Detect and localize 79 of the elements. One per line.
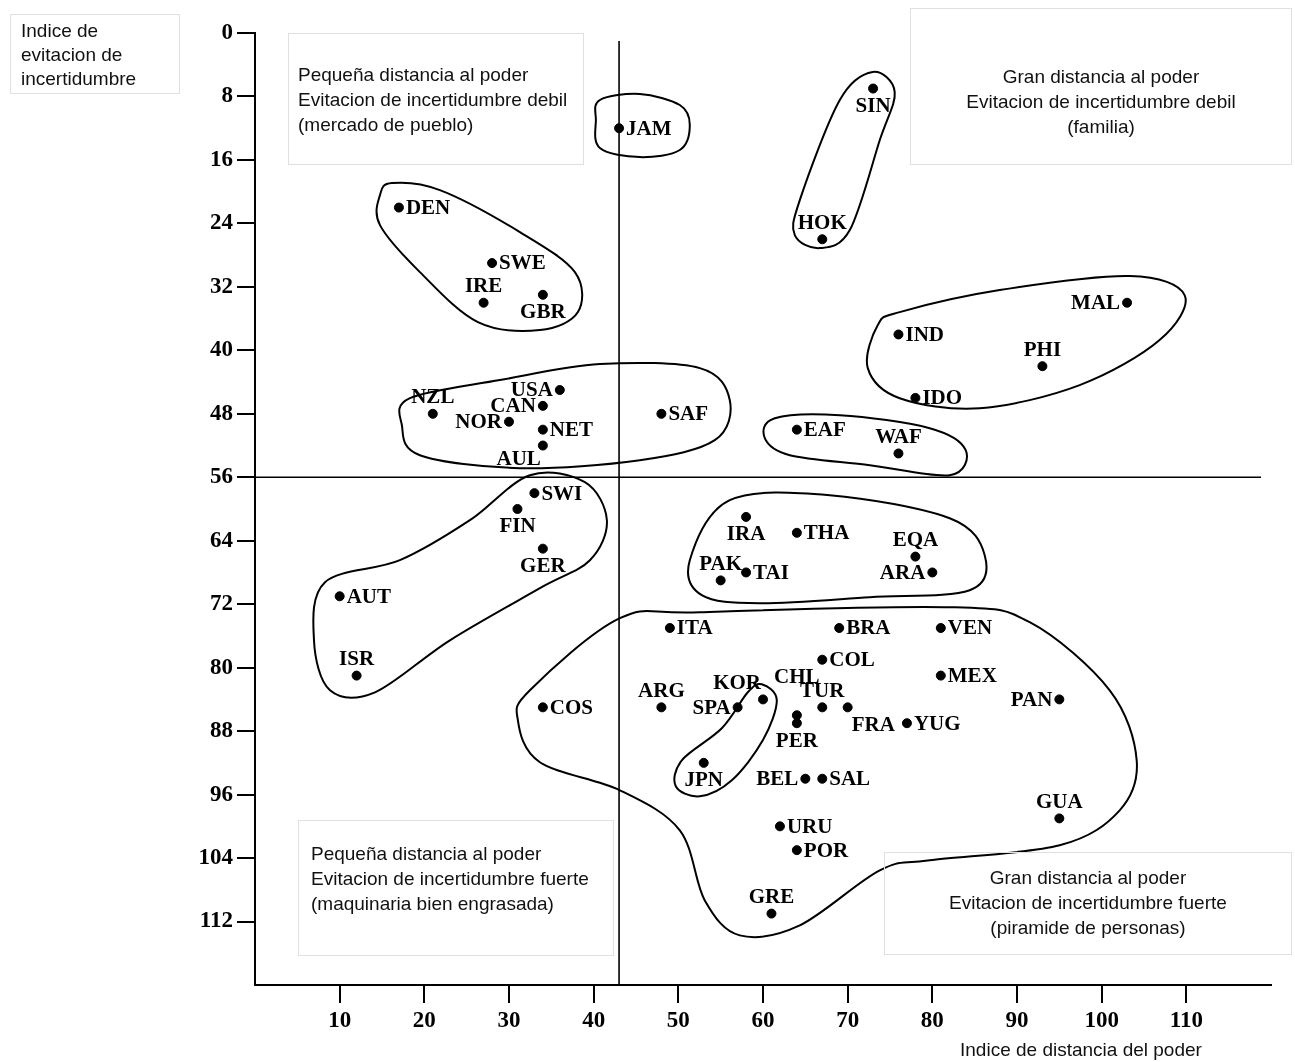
- annotation: IRA: [726, 521, 767, 546]
- annotation: FIN: [499, 513, 536, 538]
- annotation: SAL: [829, 766, 871, 791]
- annotation: GRE: [748, 884, 795, 909]
- x-tick-label: 60: [751, 1006, 775, 1032]
- annotation: GUA: [1036, 788, 1084, 813]
- annotation: ARG: [638, 677, 685, 702]
- y-tick-label: 72: [210, 590, 233, 616]
- annotation: Pequeña distancia al poder Evitacion de incertidumbre debil (mercado de pueblo): [288, 33, 584, 165]
- annotation: SWE: [499, 250, 546, 275]
- annotation: IND: [905, 321, 944, 346]
- annotation: MAL: [1071, 290, 1121, 315]
- annotation: ARA: [879, 559, 927, 584]
- y-tick-label: 8: [221, 82, 233, 108]
- y-tick-label: 0: [221, 18, 233, 44]
- annotation: JAM: [626, 115, 672, 140]
- annotation: EAF: [803, 417, 846, 442]
- y-tick-label: 104: [198, 844, 234, 869]
- annotation: Gran distancia al poder Evitacion de incertidumbre fuerte (piramide de personas): [884, 852, 1292, 955]
- annotation: PAK: [699, 550, 743, 575]
- annotation: COL: [829, 647, 875, 672]
- annotation: SWI: [541, 480, 583, 505]
- y-tick-label: 88: [210, 717, 233, 743]
- annotation: KOR: [713, 669, 762, 694]
- y-tick-label: 40: [210, 336, 233, 362]
- annotation: Pequeña distancia al poder Evitacion de incertidumbre fuerte (maquinaria bien engrasada): [298, 820, 614, 956]
- annotation: PHI: [1023, 336, 1062, 361]
- annotation: SIN: [855, 92, 891, 117]
- annotation: FRA: [851, 711, 896, 736]
- annotation: GER: [520, 553, 567, 578]
- annotation: POR: [803, 837, 850, 862]
- x-tick-label: 40: [582, 1006, 606, 1032]
- annotation: AUL: [496, 445, 541, 470]
- annotation: ISR: [339, 646, 375, 671]
- x-tick-label: 80: [920, 1006, 944, 1032]
- y-tick-label: 48: [210, 399, 233, 425]
- annotation: TAI: [753, 559, 789, 584]
- x-tick-label: 100: [1084, 1006, 1119, 1032]
- annotation: Gran distancia al poder Evitacion de incertidumbre debil (familia): [910, 8, 1292, 165]
- annotation: PAN: [1010, 686, 1053, 711]
- annotation: WAF: [875, 423, 922, 448]
- y-tick-label: 96: [210, 780, 233, 806]
- annotation: SPA: [692, 694, 732, 719]
- annotation: BEL: [756, 766, 799, 791]
- y-tick-label: 64: [210, 526, 234, 552]
- annotation: IDO: [922, 385, 963, 410]
- annotation: JPN: [684, 767, 723, 792]
- annotation: NET: [549, 417, 594, 442]
- annotation: PER: [775, 727, 819, 752]
- annotation: HOK: [797, 209, 848, 234]
- annotation: DEN: [405, 194, 451, 219]
- y-axis-title: Indice de evitacion de incertidumbre: [10, 14, 180, 94]
- x-tick-label: 20: [412, 1006, 436, 1032]
- annotation: COS: [549, 694, 594, 719]
- annotation: URU: [786, 813, 833, 838]
- annotation: SAF: [668, 401, 709, 426]
- x-tick-label: 30: [497, 1006, 521, 1032]
- annotation: MEX: [947, 663, 997, 688]
- x-tick-label: 90: [1005, 1006, 1029, 1032]
- x-axis-title: Indice de distancia del poder: [960, 1038, 1202, 1062]
- annotation: BRA: [846, 615, 892, 640]
- annotation: VEN: [947, 615, 993, 640]
- annotation: ITA: [676, 615, 714, 640]
- y-tick-label: 56: [210, 463, 233, 489]
- annotation: THA: [803, 520, 851, 545]
- annotation: GBR: [520, 299, 567, 324]
- y-tick-label: 24: [210, 209, 234, 235]
- x-tick-label: 10: [328, 1006, 352, 1032]
- y-tick-label: 16: [210, 145, 233, 171]
- y-tick-label: 32: [210, 272, 233, 298]
- annotation: IRE: [464, 273, 503, 298]
- annotation: AUT: [346, 583, 392, 608]
- x-tick-label: 110: [1169, 1006, 1203, 1032]
- annotation: YUG: [913, 710, 961, 735]
- y-tick-label: 112: [199, 907, 233, 933]
- x-tick-label: 70: [836, 1006, 860, 1032]
- annotation: EQA: [892, 527, 939, 552]
- x-tick-label: 50: [666, 1006, 690, 1032]
- y-tick-label: 80: [210, 653, 233, 679]
